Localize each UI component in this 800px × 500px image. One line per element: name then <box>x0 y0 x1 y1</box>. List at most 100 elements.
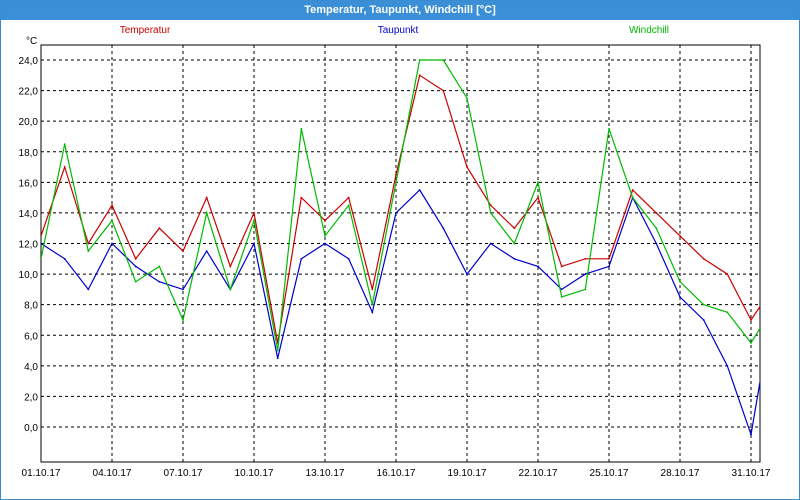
data-point-taupunkt <box>182 288 184 291</box>
y-tick-label: 4,0 <box>24 362 38 373</box>
data-point-temperatur <box>253 212 255 214</box>
data-point-windchill <box>182 319 184 321</box>
data-point-taupunkt <box>134 265 137 268</box>
data-point-taupunkt <box>726 364 729 367</box>
data-point-temperatur <box>750 319 752 321</box>
y-tick-label: 2,0 <box>24 392 38 403</box>
data-point-taupunkt <box>608 265 610 268</box>
data-point-temperatur <box>631 189 634 191</box>
data-point-windchill <box>679 280 681 283</box>
data-point-windchill <box>655 227 658 230</box>
data-point-taupunkt <box>87 288 90 291</box>
data-point-windchill <box>537 181 539 184</box>
x-tick-label: 31.10.17 <box>732 468 771 479</box>
data-point-temperatur <box>513 227 516 230</box>
data-point-temperatur <box>205 196 208 199</box>
data-point-windchill <box>276 349 279 352</box>
y-tick-label: 12,0 <box>19 240 39 251</box>
data-point-temperatur <box>466 166 468 168</box>
data-point-temperatur <box>442 89 445 92</box>
x-tick-label: 10.10.17 <box>235 468 274 479</box>
series-line-taupunkt <box>41 189 760 435</box>
y-tick-label: 8,0 <box>24 301 38 312</box>
data-point-taupunkt <box>253 242 255 245</box>
data-point-windchill <box>253 219 255 222</box>
data-point-temperatur <box>395 173 397 176</box>
data-point-temperatur <box>702 257 705 260</box>
data-point-temperatur <box>158 227 161 230</box>
window-title: Temperatur, Taupunkt, Windchill [°C] <box>1 1 799 20</box>
data-point-windchill <box>324 234 326 237</box>
data-point-taupunkt <box>702 319 705 321</box>
data-point-temperatur <box>111 204 113 207</box>
data-point-taupunkt <box>63 257 66 260</box>
x-tick-label: 16.10.17 <box>377 468 416 479</box>
series-line-windchill <box>41 59 760 351</box>
y-tick-label: 24,0 <box>19 56 39 67</box>
y-tick-label: 0,0 <box>24 423 38 434</box>
data-point-windchill <box>371 303 374 306</box>
y-tick-label: 22,0 <box>19 87 39 98</box>
data-point-windchill <box>205 212 208 214</box>
y-tick-label: 18,0 <box>19 148 39 159</box>
data-point-windchill <box>608 127 610 130</box>
legend-windchill: Windchill <box>629 25 669 36</box>
x-tick-label: 04.10.17 <box>93 468 132 479</box>
data-point-taupunkt <box>347 257 350 260</box>
legend-taupunkt: Taupunkt <box>378 25 419 36</box>
data-point-windchill <box>560 296 563 298</box>
data-point-taupunkt <box>418 189 421 191</box>
data-point-windchill <box>347 204 350 207</box>
data-point-taupunkt <box>205 250 208 253</box>
y-tick-label: 20,0 <box>19 117 39 128</box>
data-point-windchill <box>584 288 587 291</box>
data-point-taupunkt <box>466 273 468 275</box>
x-tick-label: 13.10.17 <box>306 468 345 479</box>
y-tick-label: 10,0 <box>19 270 39 281</box>
data-point-windchill <box>41 257 42 260</box>
data-point-windchill <box>229 288 232 291</box>
data-point-taupunkt <box>513 257 516 260</box>
data-point-windchill <box>702 303 705 306</box>
x-tick-label: 07.10.17 <box>164 468 203 479</box>
data-point-temperatur <box>537 196 539 199</box>
data-point-windchill <box>774 304 776 306</box>
y-axis-unit: °C <box>26 36 37 47</box>
data-point-windchill <box>750 341 752 344</box>
data-point-taupunkt <box>655 242 658 245</box>
data-point-taupunkt <box>537 265 539 268</box>
data-point-temperatur <box>418 74 421 77</box>
data-point-temperatur <box>371 288 374 291</box>
data-point-windchill <box>631 196 634 199</box>
data-point-temperatur <box>560 265 563 268</box>
data-point-taupunkt <box>442 227 445 230</box>
data-point-temperatur <box>347 196 350 199</box>
data-point-taupunkt <box>395 212 397 214</box>
data-point-windchill <box>418 59 421 61</box>
data-point-windchill <box>63 143 66 146</box>
data-point-temperatur <box>584 257 587 260</box>
x-tick-label: 22.10.17 <box>519 468 558 479</box>
data-point-temperatur <box>324 219 326 222</box>
series-line-temperatur <box>41 74 760 344</box>
data-point-taupunkt <box>371 311 374 314</box>
data-point-taupunkt <box>489 242 492 245</box>
data-point-temperatur <box>87 242 90 245</box>
data-point-windchill <box>442 59 445 61</box>
data-point-taupunkt <box>111 242 113 245</box>
y-tick-label: 6,0 <box>24 331 38 342</box>
data-point-temperatur <box>300 196 303 199</box>
data-point-windchill <box>466 97 468 100</box>
data-point-taupunkt <box>750 433 752 436</box>
data-point-windchill <box>87 250 90 253</box>
y-tick-label: 16,0 <box>19 178 39 189</box>
data-point-windchill <box>726 311 729 314</box>
data-point-temperatur <box>41 234 42 237</box>
data-point-windchill <box>300 127 303 130</box>
legend-temperatur: Temperatur <box>120 25 171 36</box>
data-point-windchill <box>513 242 516 245</box>
data-point-temperatur <box>489 204 492 207</box>
data-point-taupunkt <box>774 295 776 297</box>
x-tick-label: 25.10.17 <box>590 468 629 479</box>
